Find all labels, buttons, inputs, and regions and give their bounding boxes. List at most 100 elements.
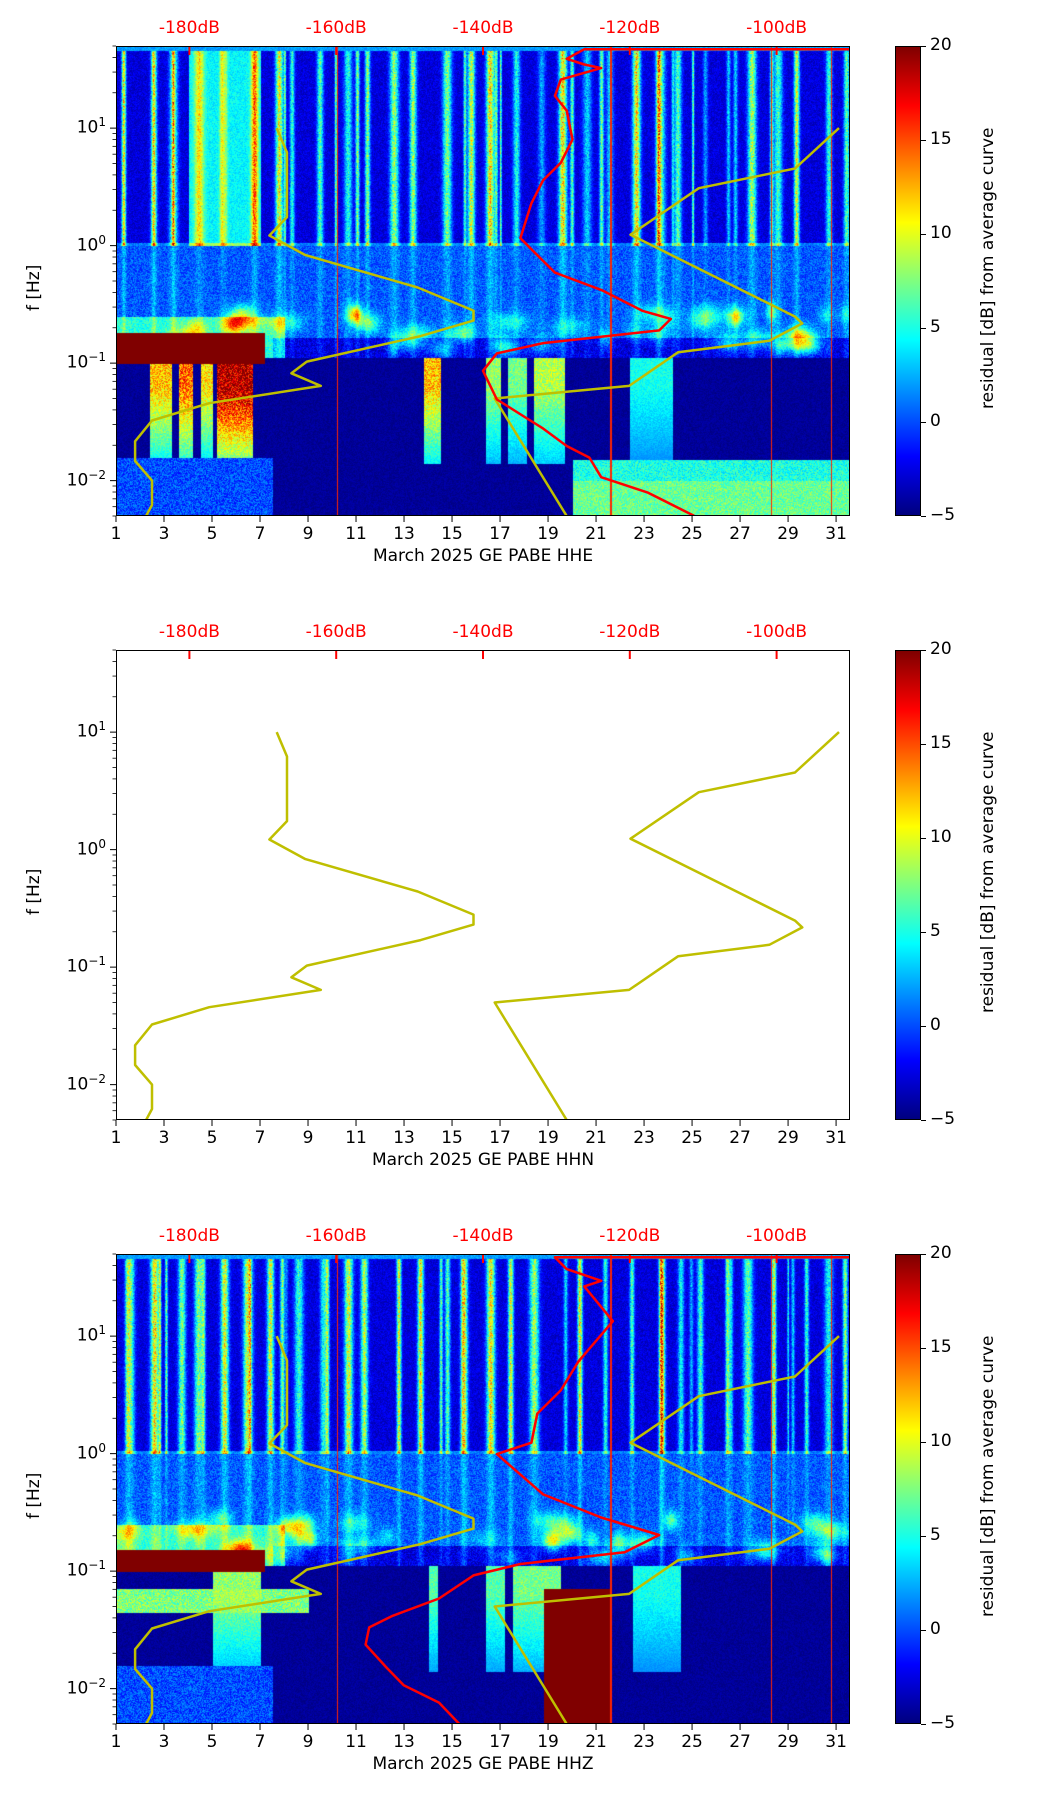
x-tick-label: 7: [254, 1732, 266, 1752]
y-tick-base: 10: [76, 721, 99, 742]
y-tick-base: 10: [66, 1678, 89, 1699]
y-tick-label: 100: [46, 233, 106, 256]
colorbar-tick: [921, 1026, 926, 1027]
x-tick-label: 11: [345, 1128, 367, 1148]
y-tick-exponent: −2: [88, 467, 106, 482]
db-tick-label: -120dB: [599, 1226, 661, 1246]
y-tick-label: 10−1: [46, 954, 106, 977]
x-tick-label: 21: [585, 1732, 607, 1752]
low-noise-model-line: [133, 127, 475, 516]
colorbar-tick-label: 20: [930, 1243, 952, 1263]
y-tick-exponent: 1: [98, 1323, 106, 1338]
x-tick-label: 13: [393, 524, 415, 544]
y-tick-base: 10: [66, 352, 89, 373]
spectrogram-panel-hhz: 1 3 5 7 9 11 13 15 17 19 21 23 25 27 29 31 101 100 10−1 10−…: [67, 1226, 850, 1774]
x-tick-label: 27: [729, 1732, 751, 1752]
low-noise-model-line: [133, 1335, 475, 1724]
low-noise-model-line: [133, 731, 475, 1120]
x-tick-label: 3: [158, 524, 170, 544]
median-psd-line: [481, 47, 850, 516]
x-tick-label: 13: [393, 1128, 415, 1148]
x-tick-label: 25: [681, 1732, 703, 1752]
db-tick-label: -140dB: [452, 1226, 514, 1246]
db-tick-label: -120dB: [599, 622, 661, 642]
colorbar-title: residual [dB] from average curve: [978, 127, 998, 409]
x-tick-label: 25: [681, 524, 703, 544]
y-tick-label: 100: [46, 1441, 106, 1464]
y-tick-label: 10−2: [46, 1676, 106, 1699]
db-tick-label: -160dB: [305, 18, 367, 38]
colorbar-tick-label: 10: [930, 1431, 952, 1451]
x-tick-label: 21: [585, 1128, 607, 1148]
y-tick-label: 10−1: [46, 1558, 106, 1581]
x-tick-label: 17: [489, 1128, 511, 1148]
colorbar-tick: [921, 1442, 926, 1443]
colorbar-tick: [921, 932, 926, 933]
x-axis-title: March 2025 GE PABE HHN: [371, 1150, 595, 1170]
y-tick-base: 10: [76, 839, 99, 860]
y-axis-title: f [Hz]: [24, 868, 44, 915]
db-tick-label: -100dB: [746, 1226, 808, 1246]
colorbar-tick-label: 20: [930, 35, 952, 55]
colorbar-tick-label: 20: [930, 639, 952, 659]
y-tick-exponent: −1: [88, 1558, 106, 1573]
colorbar-tick: [921, 1536, 926, 1537]
x-tick-label: 9: [302, 1128, 314, 1148]
x-tick-label: 19: [537, 1128, 559, 1148]
spectrogram-image: [116, 1254, 850, 1724]
x-tick-label: 31: [825, 1732, 847, 1752]
y-tick-exponent: −2: [88, 1071, 106, 1086]
colorbar-tick-label: −5: [930, 505, 956, 525]
colorbar-tick: [921, 1724, 926, 1725]
x-tick-label: 15: [441, 524, 463, 544]
x-tick-label: 29: [777, 1732, 799, 1752]
db-tick-label: -160dB: [305, 622, 367, 642]
spectrogram-panel-hhe: 1 3 5 7 9 11 13 15 17 19 21 23 25 27 29 31 101 100 10−1 10−…: [67, 18, 850, 566]
high-noise-model-line: [493, 127, 840, 516]
plot-overlay: [110, 1253, 850, 1730]
colorbar-tick-label: 5: [930, 921, 941, 941]
spectrogram-panel-hhn: 1 3 5 7 9 11 13 15 17 19 21 23 25 27 29 31 101 100 10−1 10−…: [67, 622, 850, 1170]
x-axis-title: March 2025 GE PABE HHE: [372, 546, 594, 566]
y-tick-exponent: −1: [88, 350, 106, 365]
y-tick-exponent: −2: [88, 1675, 106, 1690]
y-tick-exponent: 1: [98, 115, 106, 130]
y-tick-base: 10: [66, 956, 89, 977]
median-psd-line: [364, 1255, 850, 1724]
x-tick-label: 23: [633, 1732, 655, 1752]
colorbar-tick: [921, 234, 926, 235]
high-noise-model-line: [493, 731, 840, 1120]
db-tick-label: -180dB: [158, 622, 220, 642]
colorbar-tick: [921, 1120, 926, 1121]
curves: [133, 47, 850, 516]
colorbar-tick-label: 5: [930, 1525, 941, 1545]
plot-overlay: [110, 45, 850, 522]
x-tick-label: 15: [441, 1732, 463, 1752]
y-tick-label: 10−2: [46, 468, 106, 491]
x-tick-label: 11: [345, 524, 367, 544]
x-tick-label: 25: [681, 1128, 703, 1148]
y-tick-exponent: 0: [98, 232, 106, 247]
x-tick-label: 17: [489, 524, 511, 544]
colorbar-tick: [921, 744, 926, 745]
spectrogram-image: [116, 46, 850, 516]
x-tick-label: 11: [345, 1732, 367, 1752]
db-tick-label: -180dB: [158, 1226, 220, 1246]
colorbar-tick: [921, 46, 926, 47]
x-tick-label: 1: [110, 1732, 122, 1752]
y-tick-base: 10: [76, 1443, 99, 1464]
y-tick-exponent: −1: [88, 954, 106, 969]
x-tick-label: 17: [489, 1732, 511, 1752]
colorbar-tick-label: 15: [930, 1337, 952, 1357]
x-axis-title: March 2025 GE PABE HHZ: [372, 1754, 594, 1774]
x-tick-label: 27: [729, 524, 751, 544]
colorbar-tick: [921, 1348, 926, 1349]
colorbar-tick: [921, 328, 926, 329]
colorbar: [895, 1254, 921, 1724]
y-tick-label: 101: [46, 719, 106, 742]
colorbar-title: residual [dB] from average curve: [978, 731, 998, 1013]
x-tick-label: 19: [537, 524, 559, 544]
x-tick-label: 3: [158, 1128, 170, 1148]
y-axis-title: f [Hz]: [24, 264, 44, 311]
